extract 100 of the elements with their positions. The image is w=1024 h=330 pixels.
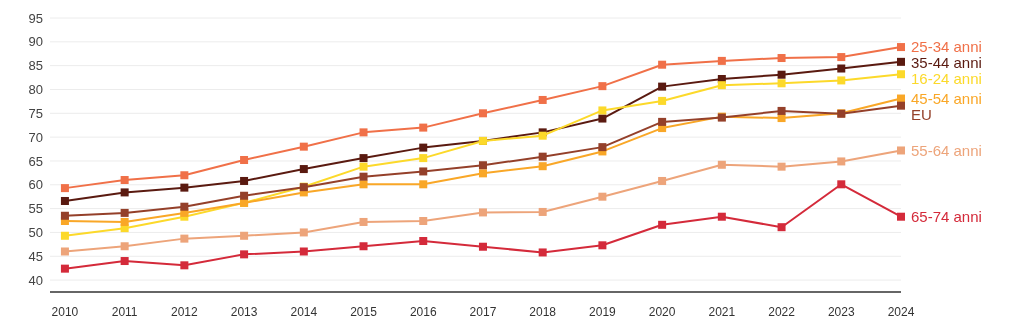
point [658, 60, 667, 69]
point [419, 123, 428, 132]
point [240, 191, 249, 200]
x-tick-label: 2014 [290, 305, 318, 319]
point [777, 162, 786, 171]
point [120, 176, 129, 185]
point [359, 162, 368, 171]
point [658, 117, 667, 126]
point [60, 184, 69, 193]
y-tick-label: 90 [28, 34, 43, 50]
point [717, 212, 726, 221]
x-tick-label: 2013 [230, 305, 258, 319]
series-label: 65-74 anni [911, 207, 982, 225]
series-label: 55-64 anni [911, 141, 982, 159]
point [538, 207, 547, 216]
point [240, 231, 249, 240]
point [419, 180, 428, 189]
y-tick-label: 70 [28, 129, 43, 145]
point [359, 242, 368, 251]
series-label: EU [911, 105, 932, 123]
point [837, 157, 846, 166]
x-tick-label: 2010 [51, 305, 79, 319]
point [717, 160, 726, 169]
point [180, 183, 189, 192]
point [359, 154, 368, 163]
x-tick-label: 2015 [350, 305, 378, 319]
point [598, 82, 607, 91]
point [180, 202, 189, 211]
point [538, 152, 547, 161]
x-tick-label: 2018 [529, 305, 557, 319]
point [60, 231, 69, 240]
point [478, 161, 487, 170]
point [359, 217, 368, 226]
point [419, 217, 428, 225]
point [419, 143, 428, 152]
x-tick-label: 2024 [887, 305, 915, 319]
point [598, 114, 607, 123]
point [837, 53, 846, 62]
point [419, 237, 428, 246]
y-tick-label: 80 [28, 82, 43, 98]
series-label: 45-54 anni [911, 89, 982, 107]
point [598, 143, 607, 152]
point [897, 43, 905, 52]
y-tick-label: 95 [28, 10, 43, 26]
point [419, 154, 428, 163]
point [299, 142, 308, 151]
point [837, 64, 846, 73]
point [897, 70, 905, 79]
x-tick-label: 2019 [589, 305, 617, 319]
point [299, 165, 308, 174]
y-tick-label: 75 [28, 105, 43, 121]
point [478, 242, 487, 251]
point [478, 169, 487, 178]
point [598, 241, 607, 250]
y-tick-label: 45 [28, 248, 43, 264]
point [60, 211, 69, 220]
point [60, 264, 69, 273]
x-tick-label: 2011 [111, 305, 138, 319]
point [180, 261, 189, 270]
point [240, 250, 249, 259]
point [60, 247, 69, 256]
point [717, 56, 726, 65]
x-tick-label: 2020 [648, 305, 676, 319]
x-tick-label: 2012 [171, 305, 199, 319]
x-tick-label: 2016 [409, 305, 437, 319]
point [359, 172, 368, 181]
series-label: 16-24 anni [911, 70, 982, 88]
point [658, 82, 667, 91]
series-label: 35-44 anni [911, 54, 982, 72]
point [777, 79, 786, 88]
point [359, 128, 368, 137]
point [598, 192, 607, 201]
point [240, 156, 249, 164]
point [120, 242, 129, 251]
point [180, 234, 189, 243]
point [240, 176, 249, 185]
point [538, 95, 547, 104]
point [658, 176, 667, 185]
point [777, 106, 786, 115]
point [658, 220, 667, 229]
point [478, 109, 487, 118]
point [777, 70, 786, 79]
point [120, 257, 129, 266]
point [180, 171, 189, 180]
point [897, 146, 905, 155]
point [299, 228, 308, 237]
point [837, 180, 846, 189]
point [538, 162, 547, 171]
point [837, 76, 846, 85]
point [120, 217, 129, 226]
point [897, 212, 905, 221]
x-tick-label: 2023 [827, 305, 855, 319]
y-tick-label: 55 [28, 201, 43, 217]
point [120, 208, 129, 217]
y-tick-label: 50 [28, 224, 43, 240]
point [120, 188, 129, 197]
point [717, 81, 726, 90]
point [598, 106, 607, 115]
point [299, 247, 308, 256]
point [60, 196, 69, 205]
